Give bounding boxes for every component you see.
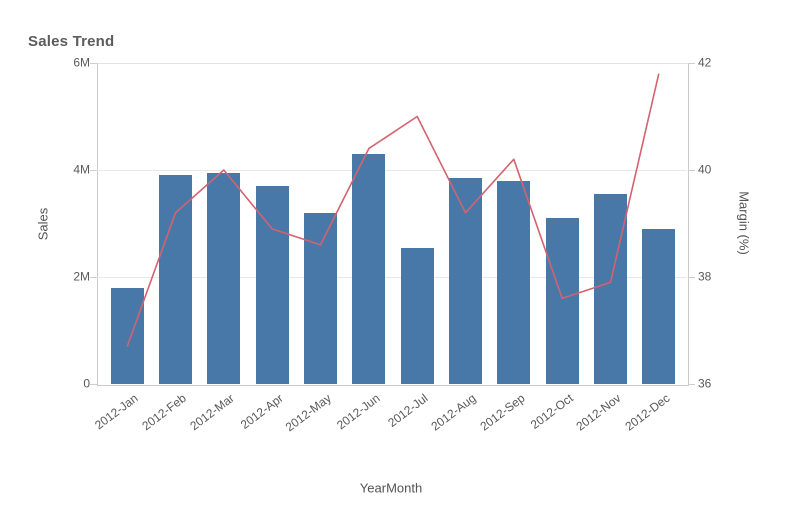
- x-tick-label-2012-Sep: 2012-Sep: [477, 391, 528, 434]
- y-tick-label-left: 2M: [73, 269, 90, 284]
- x-tick-label-2012-Aug: 2012-Aug: [428, 391, 479, 434]
- y-axis-tick-left: [90, 277, 97, 278]
- y-axis-tick-right: [688, 384, 695, 385]
- x-tick-label-2012-Nov: 2012-Nov: [573, 391, 624, 434]
- chart-title: Sales Trend: [28, 33, 115, 50]
- bar-2012-May[interactable]: [304, 212, 337, 384]
- y-tick-label-right: 38: [698, 269, 712, 284]
- y-axis-tick-right: [688, 277, 695, 278]
- y-axis-tick-right: [688, 63, 695, 64]
- gridline: [97, 170, 687, 171]
- y-tick-label-left: 0: [83, 376, 90, 391]
- y-tick-label-right: 40: [698, 162, 712, 177]
- bar-2012-Jun[interactable]: [352, 153, 386, 384]
- bar-2012-Apr[interactable]: [255, 186, 289, 384]
- bar-2012-Jan[interactable]: [110, 287, 144, 384]
- bar-2012-Feb[interactable]: [159, 175, 192, 384]
- x-tick-label-2012-Feb: 2012-Feb: [139, 391, 189, 434]
- x-tick-label-2012-Oct: 2012-Oct: [527, 391, 576, 432]
- margin-line[interactable]: [126, 73, 660, 347]
- bar-2012-Nov[interactable]: [594, 194, 627, 384]
- y-tick-label-right: 36: [698, 376, 712, 391]
- bar-2012-Dec[interactable]: [642, 228, 676, 384]
- x-tick-label-2012-Jan: 2012-Jan: [92, 391, 141, 433]
- x-tick-label-2012-Mar: 2012-Mar: [187, 391, 238, 434]
- x-tick-label-2012-Dec: 2012-Dec: [622, 391, 673, 434]
- y-tick-label-left: 4M: [73, 162, 90, 177]
- y-tick-label-right: 42: [698, 55, 712, 70]
- y-axis-title-right: Margin (%): [736, 191, 752, 255]
- x-axis-title: YearMonth: [359, 480, 423, 496]
- x-tick-label-2012-Jul: 2012-Jul: [385, 391, 431, 430]
- bar-2012-Mar[interactable]: [207, 172, 241, 384]
- bar-2012-Jul[interactable]: [400, 247, 434, 384]
- gridline: [97, 277, 687, 278]
- y-tick-label-left: 6M: [73, 55, 90, 70]
- y-axis-tick-left: [90, 63, 97, 64]
- y-axis-title-left: Sales: [35, 207, 51, 241]
- y-axis-tick-right: [688, 170, 695, 171]
- bar-2012-Oct[interactable]: [545, 218, 579, 384]
- y-axis-tick-left: [90, 170, 97, 171]
- bar-2012-Sep[interactable]: [497, 180, 531, 384]
- x-tick-label-2012-May: 2012-May: [282, 391, 334, 435]
- plot-area: [97, 63, 689, 386]
- y-axis-tick-left: [90, 384, 97, 385]
- bar-2012-Aug[interactable]: [449, 178, 482, 384]
- x-tick-label-2012-Jun: 2012-Jun: [333, 391, 383, 433]
- x-tick-label-2012-Apr: 2012-Apr: [237, 391, 286, 432]
